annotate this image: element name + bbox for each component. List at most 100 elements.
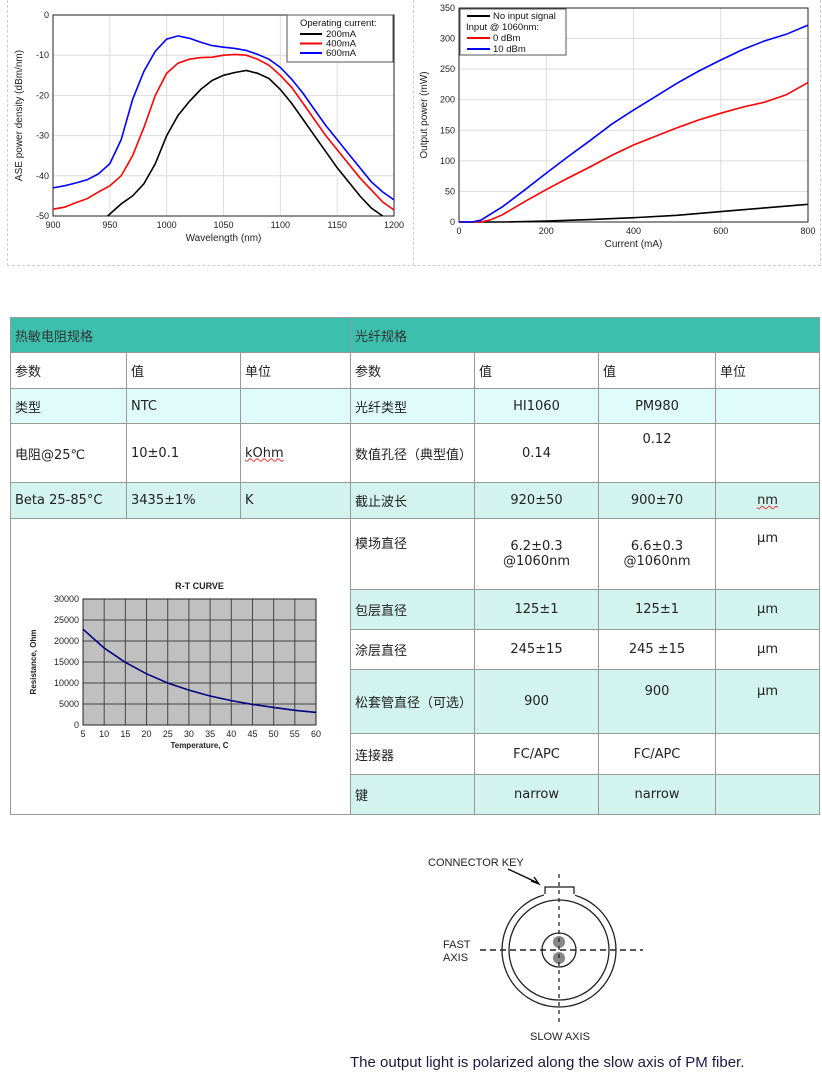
- x-tick-label: 20: [142, 729, 152, 739]
- table-cell: 125±1: [598, 589, 717, 630]
- spec-table: 热敏电阻规格 光纤规格 参数 值 单位 参数 值 值 单位 类型 NTC 光纤类…: [9, 317, 821, 815]
- header-value: 值: [598, 352, 717, 389]
- table-cell: kOhm: [245, 445, 284, 461]
- x-axis-label: Wavelength (nm): [186, 233, 262, 244]
- table-cell: FC/APC: [474, 733, 600, 775]
- y-tick-label: 0: [74, 720, 79, 730]
- table-cell: 10±0.1: [126, 423, 241, 483]
- y-tick-label: 100: [440, 156, 455, 166]
- y-tick-label: 25000: [54, 615, 79, 625]
- fast-axis-label: FAST: [443, 939, 471, 951]
- table-cell: K: [239, 482, 352, 519]
- charts-frame: [7, 0, 821, 266]
- series-line-2: [52, 35, 395, 201]
- legend-item: No input signal: [493, 11, 556, 22]
- table-cell: narrow: [474, 774, 600, 815]
- table-cell: 245 ±15: [598, 629, 717, 670]
- y-tick-label: 200: [440, 95, 455, 105]
- legend-title: Operating current:: [300, 18, 377, 29]
- table-cell: 键: [350, 774, 476, 815]
- connector-key-arrow: [507, 868, 539, 884]
- y-tick-label: 0: [44, 10, 49, 20]
- y-tick-label: 150: [440, 125, 455, 135]
- table-cell: narrow: [598, 774, 717, 815]
- thermistor-spec-title: 热敏电阻规格: [9, 317, 352, 353]
- x-tick-label: 40: [226, 729, 236, 739]
- table-cell: 0.12: [598, 423, 717, 483]
- x-tick-label: 400: [626, 226, 641, 236]
- table-cell: [715, 733, 821, 775]
- x-tick-label: 45: [247, 729, 257, 739]
- y-tick-label: 50: [445, 186, 455, 196]
- y-tick-label: -10: [36, 50, 49, 60]
- y-tick-label: 300: [440, 34, 455, 44]
- legend-item: 400mA: [326, 39, 357, 50]
- y-tick-label: 350: [440, 3, 455, 13]
- x-tick-label: 800: [800, 226, 815, 236]
- x-tick-label: 1000: [157, 220, 177, 230]
- table-cell: 0.14: [474, 423, 600, 483]
- rt-curve-chart: 5 10 15 20 25 30 35 40 45 50 55 60 0 5000 10000 15000 20…: [29, 581, 321, 750]
- table-cell: 连接器: [350, 733, 476, 775]
- header-param: 参数: [350, 352, 476, 389]
- x-tick-label: 25: [163, 729, 173, 739]
- y-tick-label: -30: [36, 131, 49, 141]
- x-tick-label: 900: [45, 220, 60, 230]
- x-tick-label: 10: [99, 729, 109, 739]
- table-cell: 松套管直径（可选）: [350, 669, 476, 734]
- y-tick-label: 0: [450, 217, 455, 227]
- table-cell: 245±15: [474, 629, 600, 670]
- x-tick-label: 1200: [384, 220, 404, 230]
- plot-frame: [82, 598, 317, 726]
- x-tick-label: 1150: [327, 220, 346, 230]
- output-power-chart: 0 200 400 600 800 0 50 100 150 200 250 300 350 Curren…: [419, 3, 816, 250]
- y-tick-label: 5000: [59, 699, 79, 709]
- y-tick-label: 15000: [54, 657, 79, 667]
- y-tick-label: 20000: [54, 636, 79, 646]
- table-cell: 6.6±0.3 @1060nm: [598, 518, 717, 590]
- table-cell: µm: [715, 629, 821, 670]
- table-cell: 3435±1%: [126, 482, 241, 519]
- table-cell: 包层直径: [350, 589, 476, 630]
- x-axis-label: Current (mA): [605, 239, 663, 250]
- table-cell: 900: [598, 669, 717, 734]
- x-tick-label: 55: [290, 729, 300, 739]
- header-param: 参数: [10, 352, 127, 389]
- x-tick-label: 5: [80, 729, 85, 739]
- y-tick-label: 250: [440, 64, 455, 74]
- x-tick-label: 30: [184, 729, 194, 739]
- x-tick-label: 0: [456, 226, 461, 236]
- legend: [286, 14, 394, 63]
- table-cell: PM980: [598, 388, 717, 424]
- x-tick-label: 200: [539, 226, 554, 236]
- table-cell: 900: [474, 669, 600, 734]
- legend-item: 0 dBm: [493, 33, 521, 44]
- table-cell: Beta 25-85°C: [10, 482, 127, 519]
- slow-axis-label: SLOW AXIS: [530, 1031, 590, 1043]
- series-line-1: [459, 81, 809, 223]
- table-cell: 光纤类型: [350, 388, 476, 424]
- table-cell: 数值孔径（典型值）: [350, 423, 476, 483]
- x-tick-label: 1100: [271, 220, 290, 230]
- y-tick-label: -20: [36, 90, 49, 100]
- x-tick-label: 950: [102, 220, 117, 230]
- table-cell: 涂层直径: [350, 629, 476, 670]
- table-cell: [715, 774, 821, 815]
- series-line-0: [107, 69, 384, 217]
- table-cell: nm: [757, 493, 778, 508]
- table-cell: 截止波长: [350, 482, 476, 519]
- table-cell: µm: [715, 669, 821, 734]
- plot-frame: [52, 14, 395, 217]
- connector-key-label: CONNECTOR KEY: [428, 857, 524, 869]
- y-axis-label: Resistance, Ohm: [29, 630, 38, 695]
- y-tick-label: -40: [36, 171, 49, 181]
- plot-frame: [458, 7, 809, 223]
- header-unit: 单位: [239, 352, 352, 389]
- legend-subtitle: Input @ 1060nm:: [466, 22, 539, 33]
- legend-item: 200mA: [326, 29, 357, 40]
- y-axis-label: Output power (mW): [419, 71, 430, 158]
- series-line-0: [459, 203, 809, 223]
- ase-spectrum-chart: 900 950 1000 1050 1100 1150 1200 0 -10 -20 -30 -40 -…: [14, 10, 404, 244]
- header-value: 值: [126, 352, 241, 389]
- y-axis-label: ASE power density (dBm/nm): [14, 50, 25, 181]
